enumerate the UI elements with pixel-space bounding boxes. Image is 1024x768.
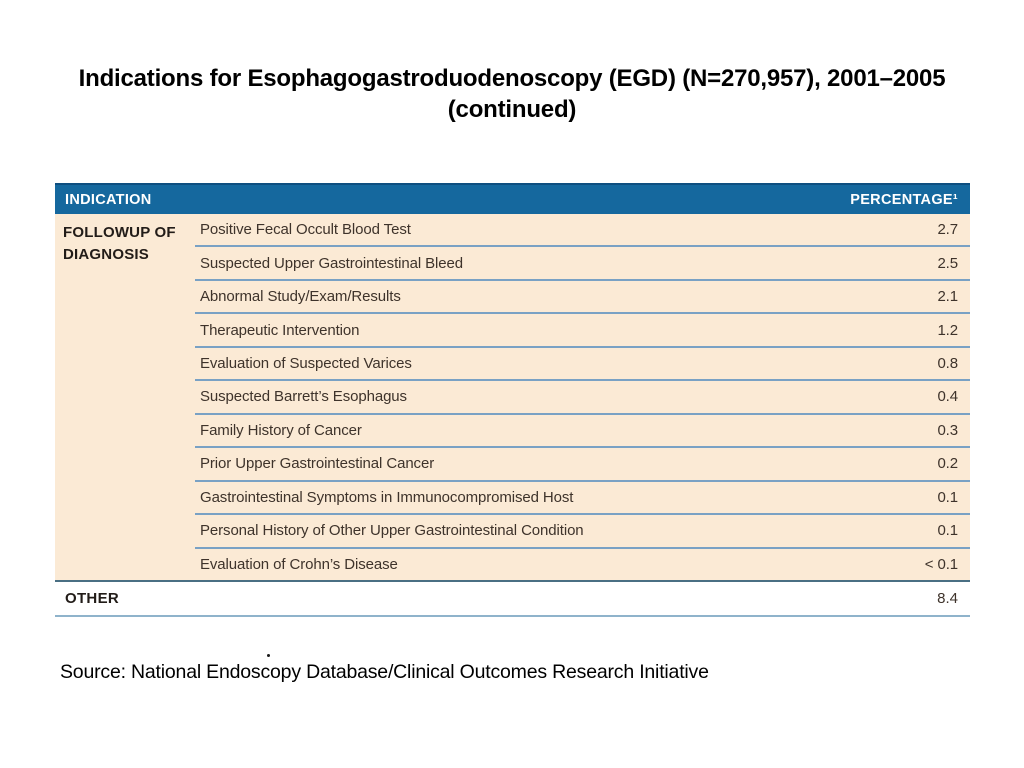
other-row: OTHER 8.4 <box>55 580 970 617</box>
category-label-followup-of-diagnosis: FOLLOWUP OF DIAGNOSIS <box>63 224 176 263</box>
table-row: Suspected Barrett’s Esophagus 0.4 <box>195 381 970 415</box>
table-row: Therapeutic Intervention 1.2 <box>195 314 970 348</box>
row-indication-label: Personal History of Other Upper Gastroin… <box>200 522 584 540</box>
table-row: Personal History of Other Upper Gastroin… <box>195 515 970 549</box>
row-indication-label: Evaluation of Suspected Varices <box>200 355 412 373</box>
row-percentage-value: 0.8 <box>937 355 958 373</box>
row-indication-label: Suspected Barrett’s Esophagus <box>200 388 407 406</box>
row-percentage-value: 0.4 <box>937 388 958 406</box>
row-indication-label: Gastrointestinal Symptoms in Immunocompr… <box>200 488 574 506</box>
row-indication-label: Therapeutic Intervention <box>200 321 360 339</box>
row-indication-label: Suspected Upper Gastrointestinal Bleed <box>200 254 464 272</box>
column-header-indication: INDICATION <box>65 191 152 208</box>
slide-title: Indications for Esophagogastroduodenosco… <box>78 65 946 123</box>
row-indication-label: Prior Upper Gastrointestinal Cancer <box>200 455 435 473</box>
table-row: Suspected Upper Gastrointestinal Bleed 2.… <box>195 247 970 281</box>
other-row-value: 8.4 <box>937 590 958 607</box>
row-percentage-value: 2.7 <box>937 221 958 239</box>
table-row: Family History of Cancer 0.3 <box>195 415 970 449</box>
table-row: Abnormal Study/Exam/Results 2.1 <box>195 281 970 315</box>
row-percentage-value: 2.1 <box>937 288 958 306</box>
row-percentage-value: 2.5 <box>937 254 958 272</box>
table-row: Prior Upper Gastrointestinal Cancer 0.2 <box>195 448 970 482</box>
row-indication-label: Abnormal Study/Exam/Results <box>200 288 401 306</box>
column-header-percentage: PERCENTAGE¹ <box>850 191 958 208</box>
table-row: Positive Fecal Occult Blood Test 2.7 <box>195 214 970 248</box>
table-body: FOLLOWUP OF DIAGNOSIS Positive Fecal Occ… <box>55 214 970 580</box>
row-percentage-value: 0.3 <box>937 421 958 439</box>
indications-table: INDICATION PERCENTAGE¹ FOLLOWUP OF DIAGN… <box>55 183 970 617</box>
source-line: Source: National Endoscopy Database/Clin… <box>60 661 709 683</box>
rows-container: Positive Fecal Occult Blood Test 2.7 Suspe… <box>195 214 970 580</box>
table-row: Evaluation of Crohn’s Disease < 0.1 <box>195 549 970 580</box>
row-percentage-value: 1.2 <box>937 321 958 339</box>
row-indication-label: Family History of Cancer <box>200 421 362 439</box>
other-row-label: OTHER <box>65 590 119 607</box>
table-header-row: INDICATION PERCENTAGE¹ <box>55 183 970 214</box>
table-row: Evaluation of Suspected Varices 0.8 <box>195 348 970 382</box>
row-percentage-value: 0.1 <box>937 522 958 540</box>
row-percentage-value: 0.2 <box>937 455 958 473</box>
stray-period-mark <box>267 654 270 657</box>
row-indication-label: Evaluation of Crohn’s Disease <box>200 555 398 573</box>
row-indication-label: Positive Fecal Occult Blood Test <box>200 221 411 239</box>
row-percentage-value: < 0.1 <box>924 555 958 573</box>
table-row: Gastrointestinal Symptoms in Immunocompr… <box>195 482 970 516</box>
row-percentage-value: 0.1 <box>937 488 958 506</box>
